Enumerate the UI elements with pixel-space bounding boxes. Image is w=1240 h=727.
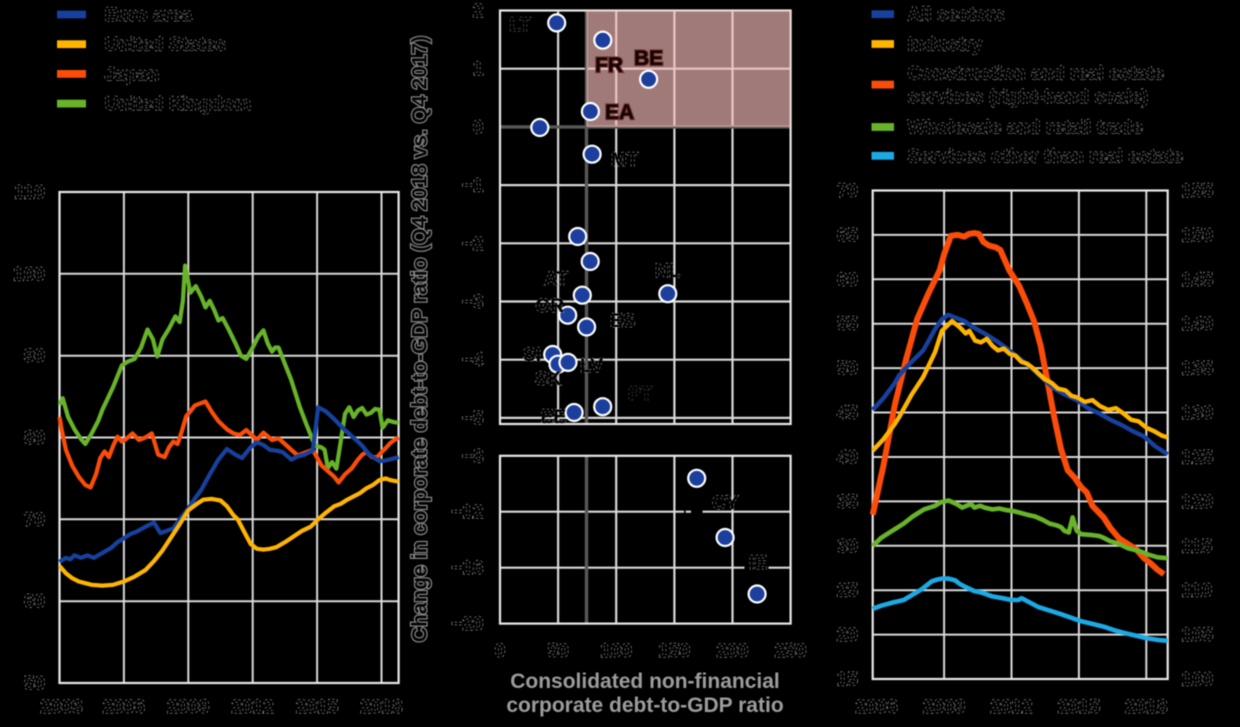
svg-text:EA: EA (605, 101, 634, 124)
svg-text:Construction and real estate: Construction and real estate (908, 63, 1165, 84)
svg-text:120: 120 (1182, 492, 1214, 513)
svg-text:20: 20 (837, 625, 858, 646)
svg-text:All sectors: All sectors (908, 5, 1005, 26)
svg-text:110: 110 (14, 183, 45, 204)
svg-text:corporate debt-to-GDP ratio: corporate debt-to-GDP ratio (506, 694, 783, 717)
svg-text:45: 45 (837, 403, 859, 424)
svg-text:0: 0 (473, 117, 484, 138)
svg-text:United States: United States (105, 35, 226, 56)
svg-text:50: 50 (837, 359, 858, 380)
svg-text:60: 60 (837, 270, 858, 291)
svg-text:35: 35 (837, 492, 859, 513)
svg-text:BE: BE (634, 47, 663, 70)
svg-text:2006: 2006 (856, 697, 898, 718)
svg-text:150: 150 (659, 641, 691, 662)
svg-text:−12: −12 (451, 502, 483, 523)
svg-text:−20: −20 (451, 614, 483, 635)
svg-text:NL: NL (655, 261, 681, 282)
svg-text:Change in corporate debt-to-GD: Change in corporate debt-to-GDP ratio (Q… (409, 36, 432, 642)
svg-text:2009: 2009 (167, 697, 209, 718)
svg-text:40: 40 (837, 448, 858, 469)
svg-text:70: 70 (24, 510, 45, 531)
svg-text:70: 70 (837, 181, 858, 202)
svg-text:−1: −1 (462, 176, 484, 197)
svg-text:Wholesale and retail trade: Wholesale and retail trade (908, 118, 1143, 139)
svg-text:SI: SI (523, 345, 541, 366)
svg-text:Euro area: Euro area (105, 5, 193, 26)
svg-text:EE: EE (541, 407, 566, 428)
svg-text:15: 15 (837, 670, 859, 691)
svg-text:SK: SK (535, 369, 562, 390)
svg-text:110: 110 (1182, 581, 1213, 602)
svg-text:IE: IE (749, 553, 767, 574)
svg-text:2003: 2003 (40, 697, 82, 718)
svg-text:2012: 2012 (232, 697, 274, 718)
svg-text:2: 2 (473, 1, 484, 22)
svg-text:125: 125 (1182, 448, 1214, 469)
svg-text:0: 0 (495, 641, 506, 662)
svg-text:60: 60 (24, 592, 45, 613)
svg-text:2015: 2015 (1058, 697, 1101, 718)
svg-text:ES: ES (610, 311, 635, 332)
svg-text:−8: −8 (462, 446, 484, 467)
svg-text:LV: LV (580, 356, 603, 377)
svg-text:Consolidated non-financial: Consolidated non-financial (510, 670, 780, 693)
svg-text:140: 140 (1182, 314, 1214, 335)
svg-text:100: 100 (13, 264, 45, 285)
svg-text:United Kingdom: United Kingdom (105, 94, 252, 115)
svg-text:135: 135 (1182, 359, 1214, 380)
svg-text:30: 30 (837, 536, 858, 557)
svg-text:65: 65 (837, 225, 859, 246)
svg-text:MT: MT (611, 150, 639, 171)
svg-text:FR: FR (595, 54, 623, 77)
svg-text:CY: CY (712, 493, 739, 514)
svg-text:105: 105 (1182, 625, 1214, 646)
svg-text:services (right-hand scale): services (right-hand scale) (908, 87, 1149, 108)
svg-text:Japan: Japan (105, 64, 160, 85)
svg-text:2006: 2006 (103, 697, 145, 718)
svg-text:155: 155 (1182, 181, 1214, 202)
svg-text:90: 90 (24, 346, 45, 367)
svg-text:250: 250 (775, 641, 807, 662)
svg-text:2009: 2009 (923, 697, 965, 718)
svg-text:LT: LT (509, 15, 531, 36)
svg-text:150: 150 (1182, 225, 1214, 246)
svg-text:80: 80 (24, 428, 45, 449)
svg-text:Services other than real estat: Services other than real estate (908, 146, 1184, 167)
svg-text:2012: 2012 (990, 697, 1032, 718)
svg-text:100: 100 (600, 641, 632, 662)
svg-text:PT: PT (628, 384, 653, 405)
svg-text:Industry: Industry (908, 35, 983, 56)
svg-text:−3: −3 (462, 292, 484, 313)
svg-text:100: 100 (1182, 670, 1214, 691)
svg-text:1: 1 (473, 59, 484, 80)
svg-text:GR: GR (536, 296, 565, 317)
svg-text:50: 50 (548, 641, 569, 662)
svg-text:AT: AT (544, 269, 568, 290)
svg-text:200: 200 (717, 641, 749, 662)
svg-text:2018: 2018 (360, 697, 402, 718)
svg-text:−4: −4 (462, 350, 484, 371)
svg-text:−16: −16 (451, 558, 483, 579)
svg-text:25: 25 (837, 581, 859, 602)
svg-text:−2: −2 (462, 234, 484, 255)
svg-text:−5: −5 (462, 408, 484, 429)
svg-text:50: 50 (24, 674, 45, 695)
svg-text:55: 55 (837, 314, 859, 335)
svg-text:145: 145 (1182, 270, 1214, 291)
svg-text:2015: 2015 (296, 697, 339, 718)
svg-text:115: 115 (1182, 536, 1213, 557)
svg-text:130: 130 (1182, 403, 1214, 424)
svg-text:2018: 2018 (1125, 697, 1167, 718)
